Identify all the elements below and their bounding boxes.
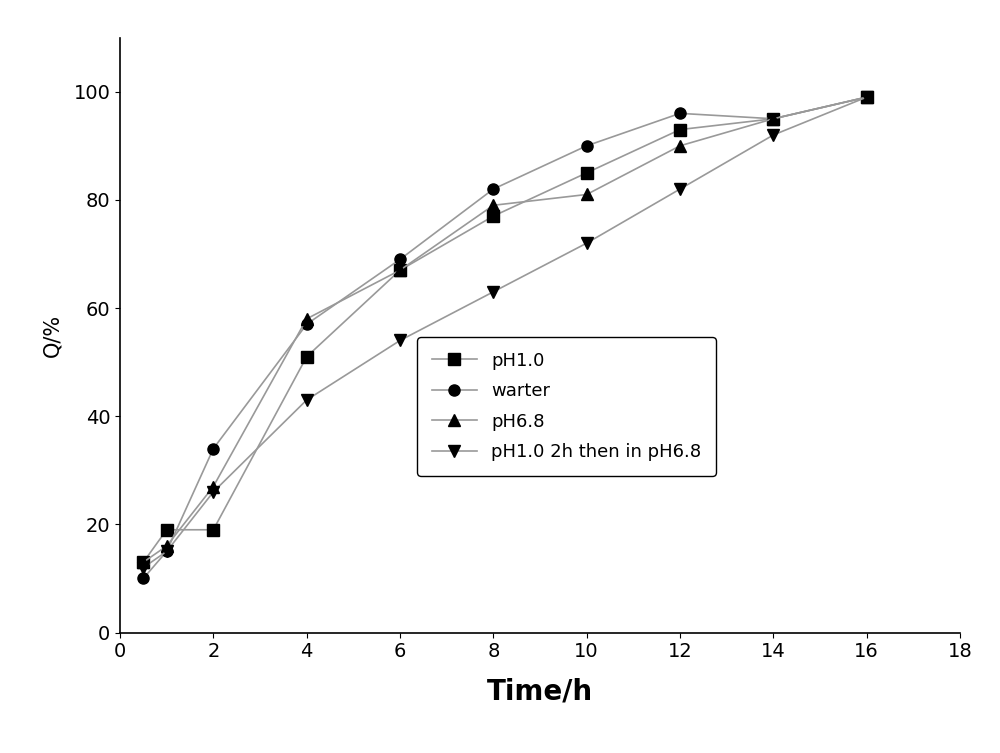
pH6.8: [137, 558, 149, 567]
pH6.8: [487, 201, 499, 210]
warter: [861, 93, 873, 102]
pH1.0: [161, 526, 173, 535]
pH1.0: [674, 125, 686, 134]
pH1.0: [581, 169, 593, 178]
X-axis label: Time/h: Time/h: [487, 678, 593, 706]
Line: pH1.0: pH1.0: [138, 92, 872, 568]
pH1.0 2h then in pH6.8: [487, 288, 499, 297]
pH6.8: [674, 142, 686, 151]
pH1.0 2h then in pH6.8: [767, 130, 779, 139]
Line: pH6.8: pH6.8: [138, 92, 872, 568]
pH6.8: [161, 541, 173, 550]
pH1.0 2h then in pH6.8: [674, 184, 686, 194]
pH1.0 2h then in pH6.8: [137, 563, 149, 572]
pH1.0: [207, 526, 219, 535]
pH6.8: [394, 266, 406, 275]
pH1.0: [487, 212, 499, 221]
Y-axis label: Q/%: Q/%: [42, 313, 62, 357]
Legend: pH1.0, warter, pH6.8, pH1.0 2h then in pH6.8: pH1.0, warter, pH6.8, pH1.0 2h then in p…: [417, 337, 716, 476]
warter: [674, 109, 686, 118]
pH1.0 2h then in pH6.8: [207, 487, 219, 496]
pH6.8: [767, 114, 779, 123]
pH1.0 2h then in pH6.8: [394, 336, 406, 345]
warter: [137, 574, 149, 583]
pH1.0: [137, 558, 149, 567]
warter: [581, 142, 593, 151]
pH1.0: [394, 266, 406, 275]
warter: [161, 547, 173, 556]
warter: [487, 184, 499, 194]
warter: [301, 320, 313, 329]
warter: [767, 114, 779, 123]
pH6.8: [207, 482, 219, 491]
pH1.0: [861, 93, 873, 102]
Line: warter: warter: [138, 92, 872, 584]
pH1.0: [767, 114, 779, 123]
pH6.8: [581, 190, 593, 199]
pH6.8: [301, 314, 313, 323]
pH1.0 2h then in pH6.8: [861, 93, 873, 102]
warter: [207, 444, 219, 453]
pH1.0 2h then in pH6.8: [161, 547, 173, 556]
pH1.0: [301, 352, 313, 361]
pH6.8: [861, 93, 873, 102]
pH1.0 2h then in pH6.8: [581, 239, 593, 248]
Line: pH1.0 2h then in pH6.8: pH1.0 2h then in pH6.8: [138, 92, 872, 573]
pH1.0 2h then in pH6.8: [301, 395, 313, 404]
warter: [394, 255, 406, 264]
